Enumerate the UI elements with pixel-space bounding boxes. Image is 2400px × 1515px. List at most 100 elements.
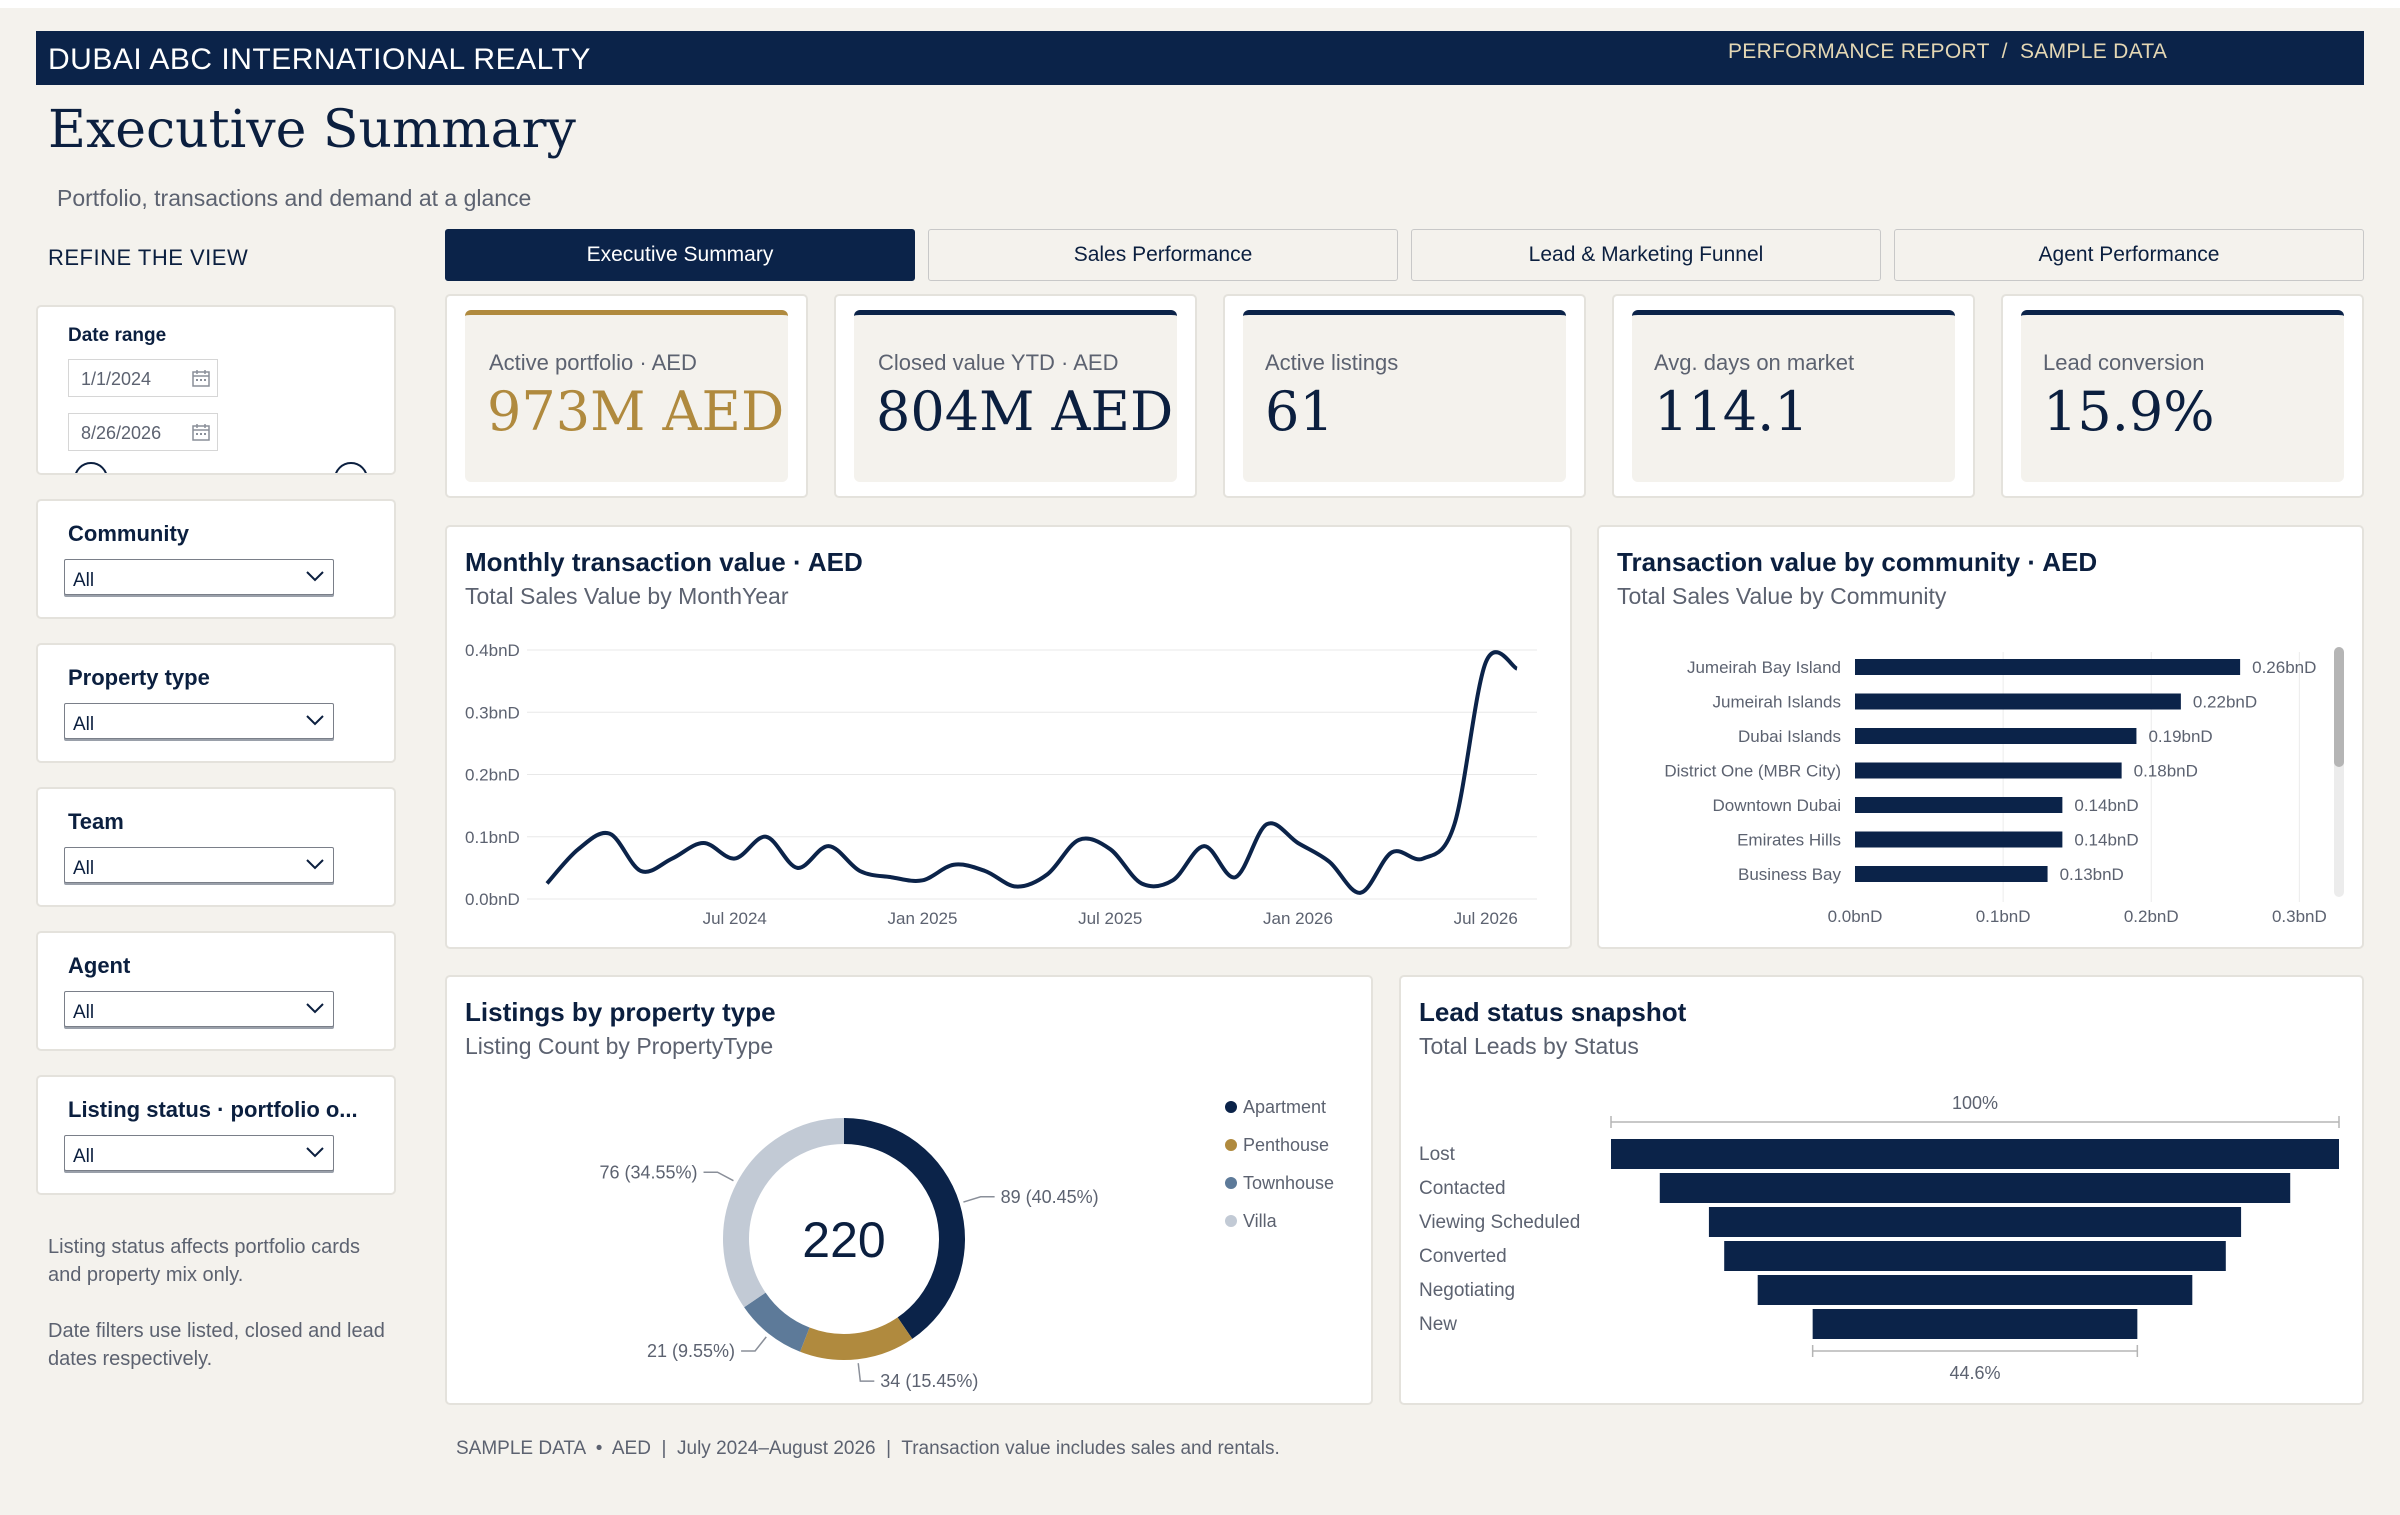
category-label: Dubai Islands [1738,727,1841,746]
data-label: 0.22bnD [2193,693,2257,712]
chevron-down-icon [306,1003,324,1014]
kpi-label: Closed value YTD · AED [878,350,1119,375]
line-chart-svg: 0.0bnD 0.1bnD 0.2bnD 0.3bnD 0.4bnD Jul 2024 Ja… [465,641,1537,928]
agent-slicer: Agent All [36,931,396,1051]
community-dropdown[interactable]: All [64,559,334,595]
x-tick-label: Jan 2025 [888,909,958,928]
kpi-inner [465,310,788,482]
listing-status-value: All [73,1146,95,1167]
property-type-dropdown[interactable]: All [64,703,334,739]
monthly-transaction-chart: Monthly transaction value · AED Total Sa… [445,525,1572,949]
donut-slice [843,1118,965,1339]
agent-dropdown[interactable]: All [64,991,334,1027]
chart-subtitle: Listing Count by PropertyType [465,1033,774,1059]
funnel-category-label: Lost [1419,1144,1456,1165]
funnel-bar [1708,1207,2242,1237]
team-slicer: Team All [36,787,396,907]
chevron-down-icon [306,715,324,726]
community-slicer: Community All [36,499,396,619]
x-tick-label: Jul 2026 [1454,909,1518,928]
bar [1855,659,2241,675]
kpi-card-active-listings: Active listings 61 [1223,294,1586,498]
property-type-slicer: Property type All [36,643,396,763]
donut-slice [744,1292,810,1352]
kpi-inner [1632,310,1955,482]
kpi-value: 15.9% [2043,380,2215,443]
page-title: Executive Summary [48,100,576,160]
property-type-value: All [73,714,95,735]
date-slider-handle-start[interactable] [74,462,108,473]
funnel-bar [1724,1241,2226,1271]
leader-line [703,1171,734,1182]
kpi-label: Avg. days on market [1654,350,1855,375]
scrollbar-thumb[interactable] [2334,647,2344,767]
legend-label: Penthouse [1243,1135,1329,1155]
date-range-label: Date range [68,325,167,346]
kpi-inner [2021,310,2344,482]
footer-note: SAMPLE DATA • AED | July 2024–August 202… [456,1438,1280,1459]
listing-status-slicer: Listing status · portfolio o... All [36,1075,396,1195]
funnel-bottom-label: 44.6% [1949,1363,2000,1383]
kpi-label: Active listings [1265,350,1399,375]
legend-marker [1225,1177,1237,1189]
data-label: 76 (34.55%) [599,1162,697,1182]
tab-agent-performance[interactable]: Agent Performance [1894,229,2364,281]
data-label: 0.14bnD [2074,796,2138,815]
kpi-card-closed-value: Closed value YTD · AED 804M AED [834,294,1197,498]
date-slider-handle-end[interactable] [334,462,368,473]
data-label: 89 (40.45%) [1001,1187,1099,1207]
chevron-down-icon [306,859,324,870]
y-tick-label: 0.1bnD [465,828,520,847]
date-end-input[interactable]: 8/26/2026 [68,413,218,451]
date-start-value: 1/1/2024 [81,369,152,389]
legend-marker [1225,1101,1237,1113]
kpi-label: Active portfolio · AED [489,350,697,375]
x-tick-label: 0.1bnD [1976,907,2031,926]
note-listing-status: Listing status affects portfolio cards a… [48,1236,361,1286]
community-label: Community [68,521,189,546]
donut-total: 220 [802,1212,885,1268]
funnel-top-label: 100% [1952,1093,1998,1113]
y-tick-label: 0.0bnD [465,890,520,909]
leader-line [857,1363,875,1382]
legend-label: Apartment [1243,1097,1326,1117]
kpi-inner [854,310,1177,482]
scrollbar[interactable] [2334,647,2344,897]
top-strip [0,0,2400,8]
listing-status-dropdown[interactable]: All [64,1135,334,1171]
header-banner: DUBAI ABC INTERNATIONAL REALTY PERFORMAN… [36,31,2364,85]
legend-label: Townhouse [1243,1173,1334,1193]
category-label: Jumeirah Bay Island [1687,658,1841,677]
chart-title: Monthly transaction value · AED [465,547,863,577]
tab-executive-summary[interactable]: Executive Summary [445,229,915,281]
team-dropdown[interactable]: All [64,847,334,883]
chevron-down-icon [306,1147,324,1158]
x-tick-label: 0.2bnD [2124,907,2179,926]
funnel-category-label: New [1419,1314,1457,1335]
bar [1855,762,2122,779]
legend-marker [1225,1139,1237,1151]
company-name: DUBAI ABC INTERNATIONAL REALTY [48,43,591,76]
x-tick-label: Jul 2024 [703,909,767,928]
chart-title: Listings by property type [465,997,776,1027]
kpi-card-active-portfolio: Active portfolio · AED 973M AED [445,294,808,498]
community-value: All [73,570,95,591]
bar-chart-svg: 0.0bnD 0.1bnD 0.2bnD 0.3bnD Jumeirah Bay Isl… [1664,652,2327,926]
donut-chart-svg: 220 89 (40.45%) 34 (15.45%) 21 (9.55%) 76 (3… [599,1097,1334,1391]
x-tick-label: 0.0bnD [1828,907,1883,926]
data-label: 0.26bnD [2252,658,2316,677]
chart-subtitle: Total Sales Value by MonthYear [465,583,789,609]
date-start-input[interactable]: 1/1/2024 [68,359,218,397]
data-label: 0.18bnD [2134,762,2198,781]
kpi-inner [1243,310,1566,482]
team-value: All [73,858,95,879]
calendar-icon[interactable] [191,422,211,442]
donut-slice [800,1317,913,1360]
calendar-icon[interactable] [191,368,211,388]
y-tick-label: 0.2bnD [465,766,520,785]
funnel-bar [1659,1173,2291,1203]
tab-sales-performance[interactable]: Sales Performance [928,229,1398,281]
page-subtitle: Portfolio, transactions and demand at a … [57,185,532,211]
tab-lead-marketing-funnel[interactable]: Lead & Marketing Funnel [1411,229,1881,281]
kpi-value: 804M AED [876,380,1174,443]
